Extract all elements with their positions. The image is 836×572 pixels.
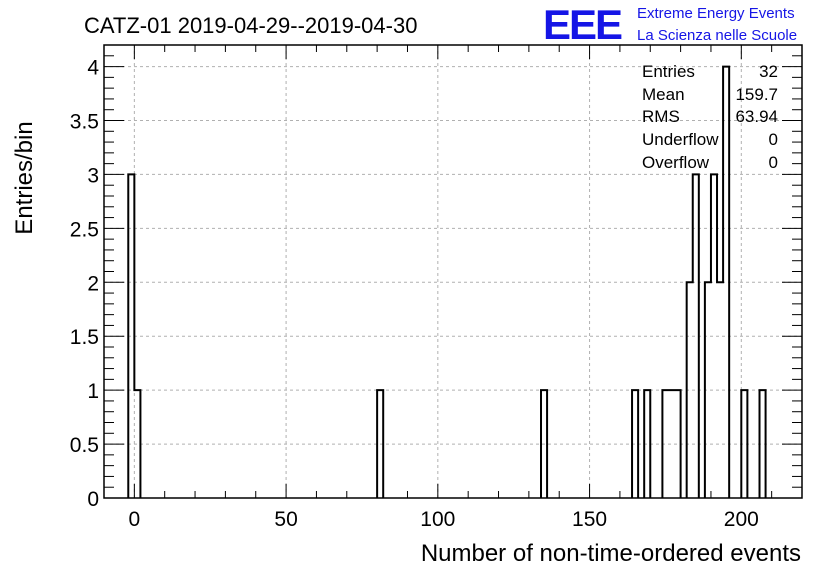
stat-underflow-label: Underflow	[642, 130, 719, 149]
x-tick-label: 50	[274, 508, 297, 531]
stat-entries-label: Entries	[642, 62, 695, 81]
x-axis-label: Number of non-time-ordered events	[421, 540, 801, 567]
y-axis-label: Entries/bin	[11, 121, 38, 234]
histogram-outline	[127, 65, 767, 498]
logo-line-1: Extreme Energy Events	[637, 5, 795, 22]
y-tick-label: 0.5	[70, 434, 99, 457]
stats-box: Entries 32 Mean 159.7 RMS 63.94 Underflo…	[642, 62, 778, 172]
y-tick-label: 2.5	[70, 218, 99, 241]
axis-ticks	[103, 44, 803, 499]
eee-logo: EEE Extreme Energy Events La Scienza nel…	[543, 1, 797, 48]
x-tick-label: 100	[420, 508, 455, 531]
stat-overflow-value: 0	[769, 153, 778, 172]
stat-entries-value: 32	[759, 62, 778, 81]
y-tick-label: 3	[87, 164, 99, 187]
grid	[104, 45, 802, 498]
stat-rms-value: 63.94	[735, 107, 778, 126]
y-tick-label: 1.5	[70, 326, 99, 349]
stat-rms-label: RMS	[642, 107, 680, 126]
y-tick-label: 1	[87, 380, 99, 403]
logo-line-2: La Scienza nelle Scuole	[637, 27, 797, 44]
y-tick-label: 3.5	[70, 111, 99, 134]
stat-underflow-value: 0	[769, 130, 778, 149]
chart-title: CATZ-01 2019-04-29--2019-04-30	[84, 13, 417, 38]
x-tick-label: 200	[724, 508, 759, 531]
x-tick-label: 150	[572, 508, 607, 531]
stat-overflow-label: Overflow	[642, 153, 710, 172]
y-tick-label: 2	[87, 272, 99, 295]
y-tick-label: 4	[87, 57, 99, 80]
y-tick-labels: 0 0.5 1 1.5 2 2.5 3 3.5 4	[70, 57, 100, 511]
plot-frame	[103, 44, 803, 499]
x-tick-labels: 0 50 100 150 200	[129, 508, 759, 531]
logo-mark: EEE	[543, 1, 622, 48]
stat-mean-label: Mean	[642, 85, 685, 104]
stat-mean-value: 159.7	[735, 85, 778, 104]
x-tick-label: 0	[129, 508, 141, 531]
y-tick-label: 0	[87, 488, 99, 511]
